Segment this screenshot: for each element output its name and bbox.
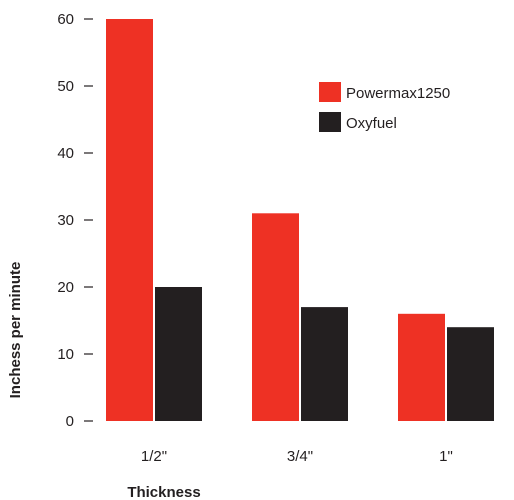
legend-swatch — [319, 82, 341, 102]
x-axis-title: Thickness — [127, 484, 200, 500]
y-tick-label: 20 — [57, 279, 74, 296]
bar-powermax1250 — [106, 19, 153, 421]
y-tick-label: 50 — [57, 78, 74, 95]
y-tick-label: 40 — [57, 145, 74, 162]
y-axis: 0 10 20 30 40 50 60 — [57, 11, 93, 430]
x-axis: 1/2" 3/4" 1" — [141, 448, 453, 465]
y-tick-label: 60 — [57, 11, 74, 28]
bar-powermax1250 — [398, 313, 445, 421]
legend-label: Oxyfuel — [346, 115, 397, 132]
x-category-label: 1/2" — [141, 448, 167, 465]
legend: Powermax1250 Oxyfuel — [319, 82, 450, 132]
legend-swatch — [319, 112, 341, 132]
bar-oxyfuel — [155, 287, 202, 421]
y-tick-label: 30 — [57, 212, 74, 229]
y-tick-label: 0 — [66, 413, 74, 430]
legend-label: Powermax1250 — [346, 85, 450, 102]
bar-oxyfuel — [447, 327, 494, 421]
bar-powermax1250 — [252, 213, 299, 421]
bars — [106, 19, 494, 421]
y-tick-label: 10 — [57, 346, 74, 363]
x-category-label: 3/4" — [287, 448, 313, 465]
y-axis-title: Inchess per minute — [7, 262, 24, 399]
bar-oxyfuel — [301, 307, 348, 421]
x-category-label: 1" — [439, 448, 453, 465]
